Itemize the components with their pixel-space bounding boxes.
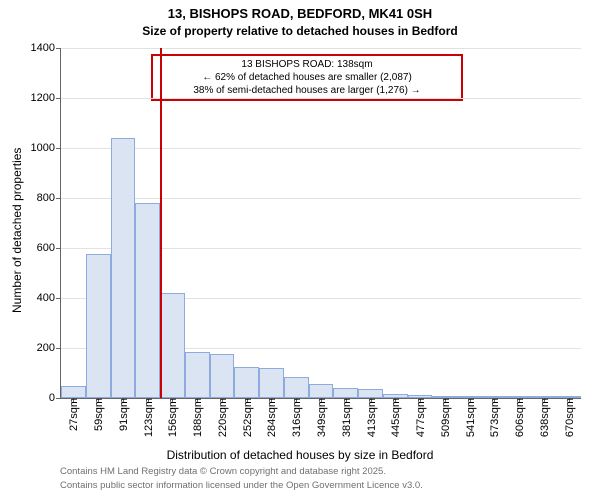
x-axis-label: Distribution of detached houses by size … [0, 448, 600, 462]
y-axis-label: Number of detached properties [10, 148, 24, 313]
histogram-bar [284, 377, 309, 398]
x-tick-label: 606sqm [512, 398, 526, 437]
y-tick-label: 400 [37, 292, 61, 304]
x-tick-label: 349sqm [314, 398, 328, 437]
histogram-bar [210, 354, 235, 398]
x-tick-label: 316sqm [289, 398, 303, 437]
histogram-bar [234, 367, 259, 398]
x-tick-label: 381sqm [339, 398, 353, 437]
x-tick-label: 445sqm [388, 398, 402, 437]
histogram-bar [160, 293, 185, 398]
marker-line [160, 48, 162, 398]
y-tick-label: 0 [49, 392, 61, 404]
callout-line3: 38% of semi-detached houses are larger (… [157, 84, 457, 97]
x-tick-label: 220sqm [215, 398, 229, 437]
y-tick-label: 1200 [31, 92, 61, 104]
grid-line [61, 98, 581, 99]
y-tick-label: 1000 [31, 142, 61, 154]
x-tick-label: 91sqm [116, 398, 130, 431]
y-tick-label: 800 [37, 192, 61, 204]
x-tick-label: 27sqm [66, 398, 80, 431]
chart-title-line2: Size of property relative to detached ho… [0, 24, 600, 38]
grid-line [61, 198, 581, 199]
x-tick-label: 188sqm [190, 398, 204, 437]
x-tick-label: 670sqm [562, 398, 576, 437]
histogram-bar [259, 368, 284, 398]
x-tick-label: 573sqm [487, 398, 501, 437]
histogram-bar [185, 352, 210, 398]
x-tick-label: 123sqm [141, 398, 155, 437]
histogram-bar [333, 388, 358, 398]
histogram-bar [86, 254, 111, 398]
x-tick-label: 541sqm [463, 398, 477, 437]
x-tick-label: 638sqm [537, 398, 551, 437]
grid-line [61, 148, 581, 149]
histogram-chart: 13, BISHOPS ROAD, BEDFORD, MK41 0SH Size… [0, 0, 600, 500]
footer-line2: Contains public sector information licen… [60, 480, 423, 491]
x-tick-label: 156sqm [165, 398, 179, 437]
x-tick-label: 413sqm [364, 398, 378, 437]
histogram-bar [358, 389, 383, 398]
marker-callout: 13 BISHOPS ROAD: 138sqm ← 62% of detache… [151, 54, 463, 101]
callout-line1: 13 BISHOPS ROAD: 138sqm [157, 58, 457, 71]
y-tick-label: 600 [37, 242, 61, 254]
callout-line2: ← 62% of detached houses are smaller (2,… [157, 71, 457, 84]
grid-line [61, 48, 581, 49]
y-tick-label: 200 [37, 342, 61, 354]
histogram-bar [309, 384, 334, 398]
histogram-bar [135, 203, 160, 398]
histogram-bar [111, 138, 136, 398]
y-tick-label: 1400 [31, 42, 61, 54]
x-tick-label: 252sqm [240, 398, 254, 437]
x-tick-label: 284sqm [264, 398, 278, 437]
footer-line1: Contains HM Land Registry data © Crown c… [60, 466, 386, 477]
x-tick-label: 509sqm [438, 398, 452, 437]
chart-title-line1: 13, BISHOPS ROAD, BEDFORD, MK41 0SH [0, 6, 600, 21]
x-tick-label: 59sqm [91, 398, 105, 431]
plot-area: 13 BISHOPS ROAD: 138sqm ← 62% of detache… [60, 48, 581, 399]
x-tick-label: 477sqm [413, 398, 427, 437]
histogram-bar [61, 386, 86, 399]
